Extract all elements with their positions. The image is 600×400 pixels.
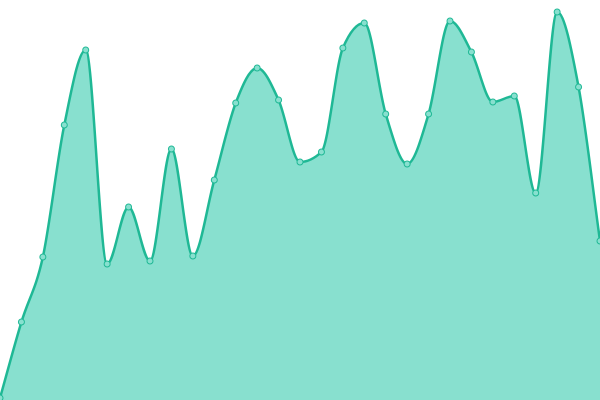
point (596, 237, 600, 245)
point (317, 148, 325, 156)
point (82, 46, 90, 54)
point (17, 318, 25, 326)
point (575, 83, 583, 91)
point (125, 203, 133, 211)
point (532, 189, 540, 197)
point (167, 145, 175, 153)
point (510, 92, 518, 100)
point (553, 8, 561, 16)
point (39, 253, 47, 261)
point (232, 99, 240, 107)
point (296, 158, 304, 166)
point (467, 48, 475, 56)
point (210, 176, 218, 184)
point (253, 64, 261, 72)
point (403, 160, 411, 168)
point (339, 44, 347, 52)
point (489, 98, 497, 106)
point (446, 17, 454, 25)
point (425, 110, 433, 118)
area (0, 12, 600, 400)
point (360, 19, 368, 27)
point (60, 121, 68, 129)
point (382, 110, 390, 118)
point (146, 257, 154, 265)
point (189, 252, 197, 260)
point (0, 394, 4, 400)
point (275, 96, 283, 104)
point (103, 260, 111, 268)
